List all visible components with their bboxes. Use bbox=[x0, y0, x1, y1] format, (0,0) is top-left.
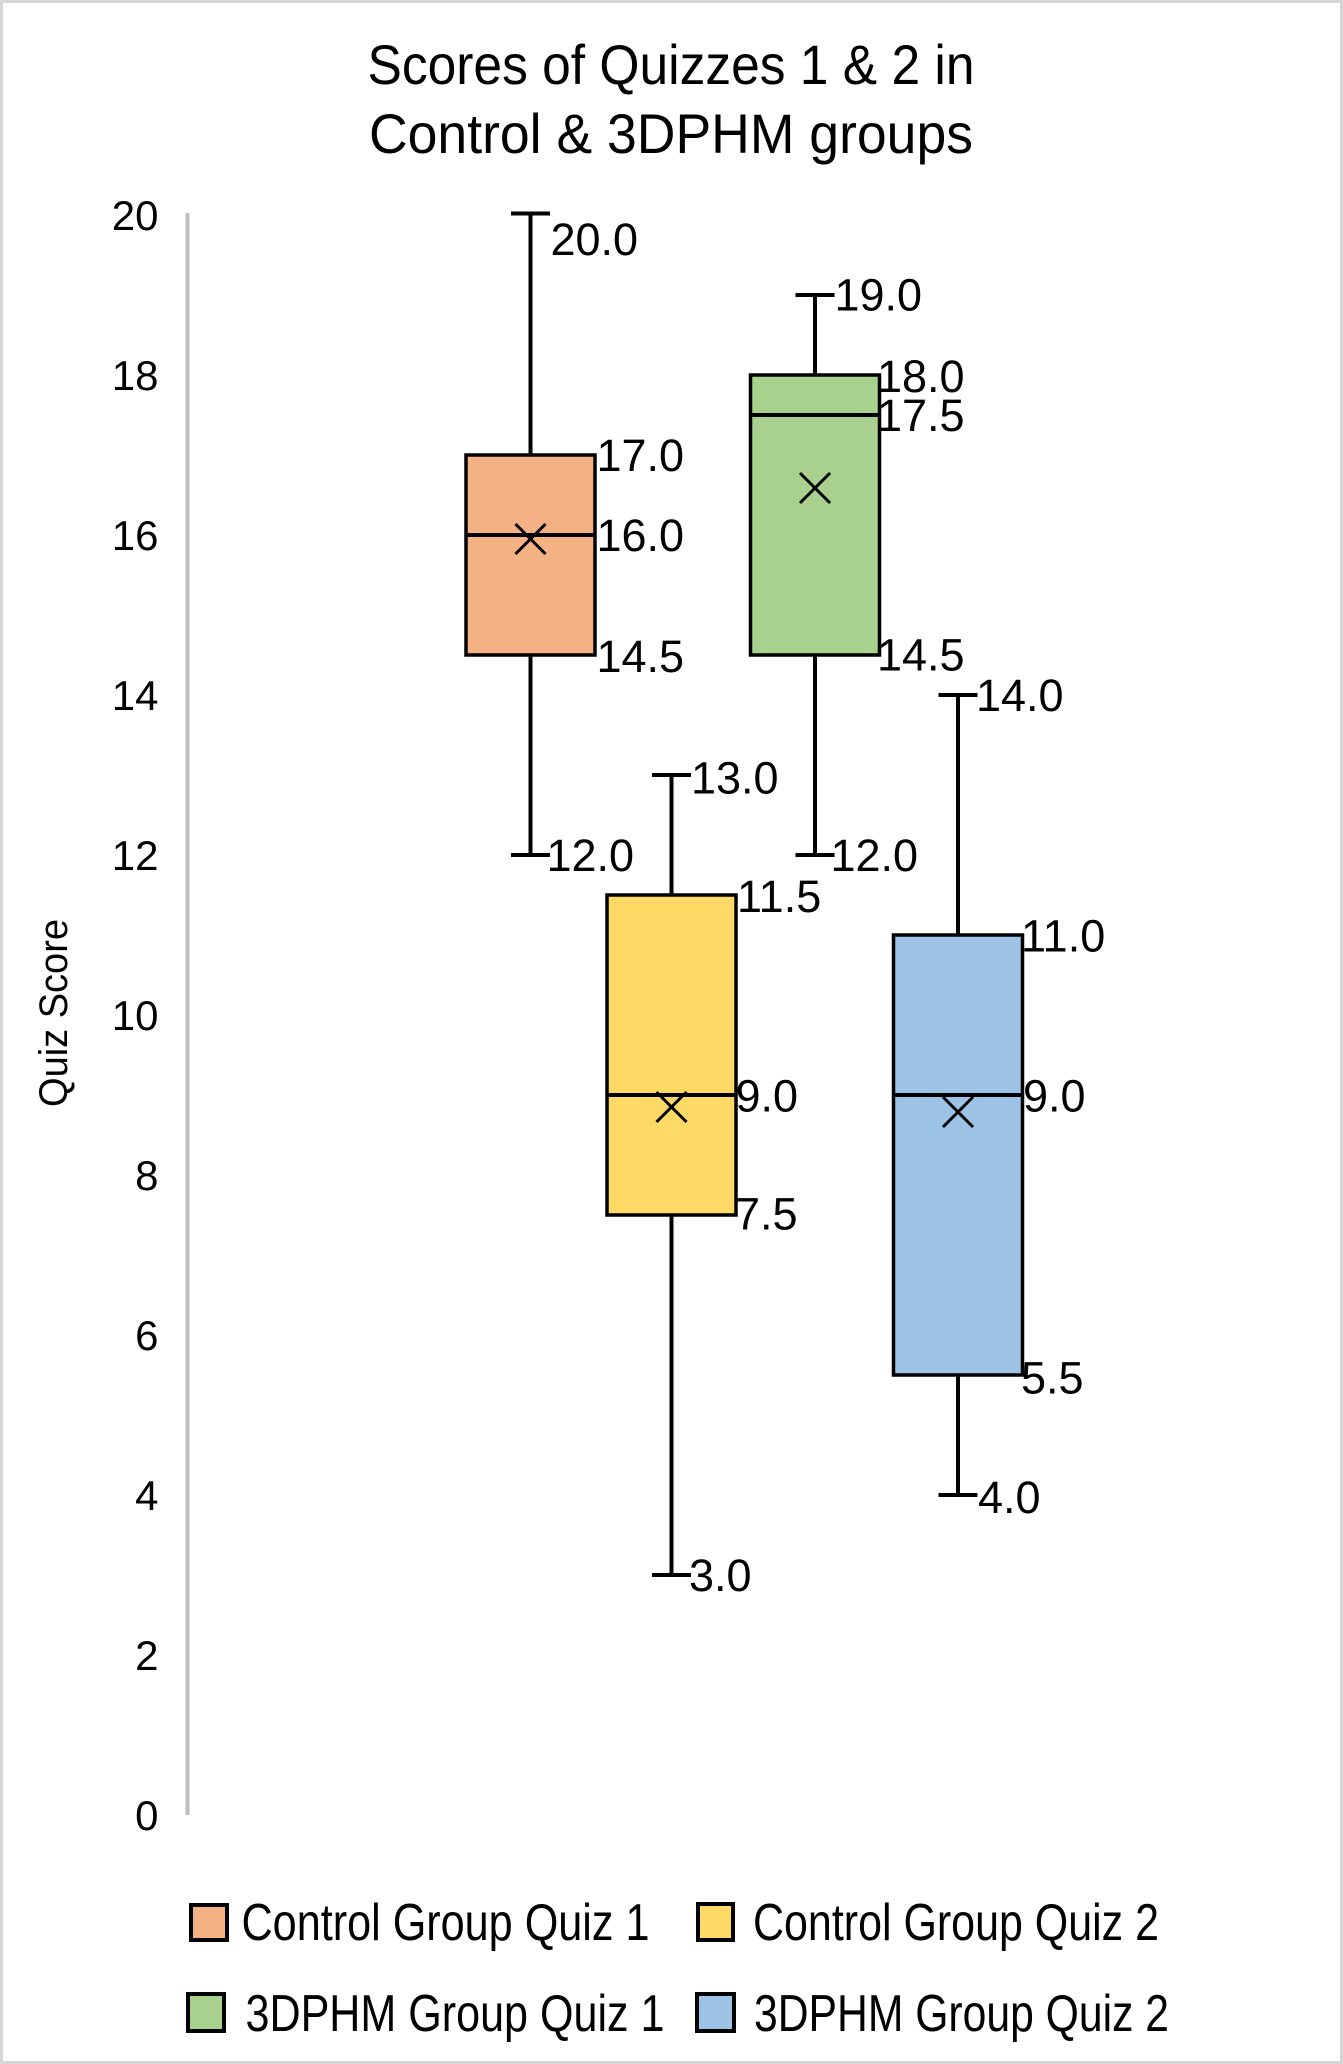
svg-text:0: 0 bbox=[135, 1792, 158, 1839]
svg-text:10: 10 bbox=[112, 992, 159, 1039]
svg-text:Control Group Quiz 2: Control Group Quiz 2 bbox=[753, 1894, 1159, 1952]
svg-text:14: 14 bbox=[112, 672, 159, 719]
svg-text:8: 8 bbox=[135, 1152, 158, 1199]
svg-text:6: 6 bbox=[135, 1312, 158, 1359]
svg-text:Quiz Score: Quiz Score bbox=[32, 919, 76, 1107]
svg-text:12.0: 12.0 bbox=[831, 830, 919, 881]
svg-text:4: 4 bbox=[135, 1472, 158, 1519]
svg-text:Control & 3DPHM groups: Control & 3DPHM groups bbox=[369, 102, 973, 165]
svg-text:14.5: 14.5 bbox=[877, 630, 965, 681]
svg-text:9.0: 9.0 bbox=[1023, 1071, 1086, 1122]
svg-text:20: 20 bbox=[112, 192, 159, 239]
svg-text:18: 18 bbox=[112, 352, 159, 399]
svg-text:16.0: 16.0 bbox=[597, 510, 685, 561]
svg-text:7.5: 7.5 bbox=[735, 1189, 798, 1240]
svg-text:12.0: 12.0 bbox=[547, 830, 635, 881]
svg-text:11.0: 11.0 bbox=[1021, 911, 1105, 962]
svg-text:9.0: 9.0 bbox=[736, 1071, 799, 1122]
svg-text:14.5: 14.5 bbox=[597, 631, 685, 682]
svg-text:20.0: 20.0 bbox=[551, 214, 639, 265]
svg-text:Scores of Quizzes 1 & 2 in: Scores of Quizzes 1 & 2 in bbox=[368, 33, 975, 96]
svg-text:3DPHM Group Quiz 1: 3DPHM Group Quiz 1 bbox=[246, 1985, 665, 2043]
svg-text:17.0: 17.0 bbox=[597, 430, 685, 481]
svg-text:12: 12 bbox=[112, 832, 159, 879]
svg-text:4.0: 4.0 bbox=[978, 1472, 1041, 1523]
svg-text:16: 16 bbox=[112, 512, 159, 559]
svg-text:Control Group Quiz 1: Control Group Quiz 1 bbox=[242, 1894, 650, 1952]
svg-text:3DPHM Group Quiz 2: 3DPHM Group Quiz 2 bbox=[754, 1985, 1169, 2043]
svg-text:14.0: 14.0 bbox=[976, 670, 1064, 721]
svg-text:5.5: 5.5 bbox=[1021, 1353, 1084, 1404]
svg-text:11.5: 11.5 bbox=[737, 871, 821, 922]
svg-text:13.0: 13.0 bbox=[691, 753, 779, 804]
svg-text:19.0: 19.0 bbox=[835, 270, 923, 321]
svg-text:2: 2 bbox=[135, 1632, 158, 1679]
svg-text:18.0: 18.0 bbox=[877, 351, 965, 402]
svg-text:17.5: 17.5 bbox=[877, 390, 965, 441]
svg-text:3.0: 3.0 bbox=[689, 1550, 752, 1601]
